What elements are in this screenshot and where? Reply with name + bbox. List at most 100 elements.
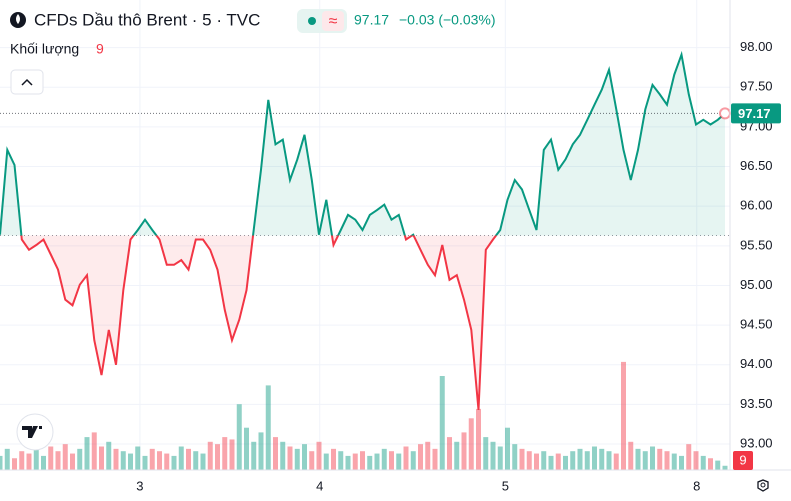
volume-bar [468,418,474,470]
volume-bar [403,446,409,470]
volume-bar [323,453,329,470]
price-tag-label: 97.17 [738,106,771,121]
volume-bar [693,451,699,470]
header-change: −0.03 (−0.03%) [399,12,496,28]
volume-bar [374,453,380,470]
volume-bar [280,441,286,470]
header-price: 97.17 [354,12,389,28]
volume-bar [635,448,641,470]
volume-bar [294,448,300,470]
volume-bar [606,451,612,470]
volume-bar [128,453,133,470]
last-point [719,107,731,120]
volume-bar [432,448,438,470]
volume-bar [526,451,532,470]
volume-bar [367,455,373,470]
volume-bar [287,446,293,470]
volume-bar [541,451,547,470]
x-tick-label: 4 [316,478,323,493]
y-tick-label: 95.00 [740,277,773,292]
volume-bar [200,453,206,470]
volume-bar [251,441,257,470]
volume-bar [671,453,677,470]
volume-bar [418,444,423,470]
volume-bar [19,451,25,470]
y-tick-label: 97.50 [740,79,773,94]
y-tick-label: 98.00 [740,39,773,54]
volume-bar [686,444,692,470]
collapse-button[interactable] [10,69,44,95]
volume-bar [555,453,561,470]
x-tick-label: 3 [136,478,143,493]
volume-bar [48,446,54,470]
volume-bar [360,451,365,470]
volume-bar [476,408,481,470]
volume-bar [570,451,576,470]
price-tag [731,103,781,124]
volume-bar [171,455,177,470]
volume-bar [708,458,713,470]
volume-bar [592,446,597,470]
area-down [21,235,497,410]
volume-bar [302,444,307,470]
volume-tag [733,451,753,470]
volume-bar [186,448,191,470]
volume-bar [577,448,583,470]
volume-bar [439,376,445,470]
volume-bar [62,444,68,470]
volume-bar [548,455,554,470]
volume-bar [628,441,634,470]
volume-bar [99,446,104,470]
volume-bar [4,448,10,470]
volume-bar [534,453,539,470]
volume-bar [106,441,112,470]
volume-value: 9 [96,41,104,57]
drop-icon [16,14,20,24]
collapse-icon [21,78,33,86]
settings-icon[interactable] [757,479,769,492]
volume-bar [77,448,83,470]
volume-bar [193,451,199,470]
market-open-dot [308,17,316,25]
volume-bar [519,448,525,470]
volume-bar [309,451,315,470]
volume-bar [258,432,264,470]
symbol-title[interactable]: CFDs Dầu thô Brent · 5 · TVC [34,10,260,29]
volume-bar [164,453,170,470]
volume-bar [490,441,496,470]
volume-bar [512,444,518,470]
x-tick-label: 8 [693,478,700,493]
x-tick-label: 5 [502,478,509,493]
volume-bar [215,444,220,470]
volume-bar [91,432,97,470]
line-up [0,50,726,236]
volume-bar [338,451,344,470]
y-tick-label: 96.00 [740,198,773,213]
volume-bar [679,455,684,470]
volume-bar [396,453,402,470]
volume-bar [0,455,3,470]
volume-title: Khối lượng [10,41,79,57]
volume-bar [454,441,460,470]
volume-bar [505,427,510,470]
volume-bar [497,446,503,470]
volume-bar [229,439,235,470]
volume-tag-label: 9 [739,452,746,467]
volume-bar [70,453,75,470]
volume-bar [715,460,721,470]
y-tick-label: 96.50 [740,158,773,173]
volume-bar [621,361,626,470]
volume-bar [178,446,184,470]
volume-bar [650,446,655,470]
volume-bar [584,451,590,470]
delay-icon: ≈ [329,13,338,30]
volume-bar [244,427,249,470]
y-tick-label: 93.50 [740,396,773,411]
volume-bar [12,458,17,470]
volume-bar [265,385,271,470]
volume-bar [273,437,278,470]
volume-bar [352,453,358,470]
volume-bar [113,448,119,470]
y-tick-label: 94.50 [740,317,773,332]
volume-bar [135,446,141,470]
